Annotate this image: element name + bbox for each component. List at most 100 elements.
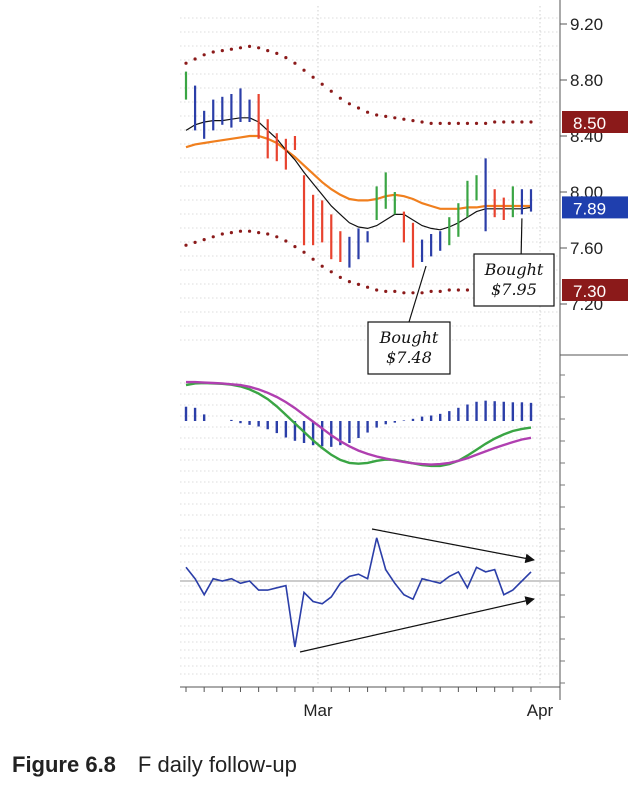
envelope-dot: [529, 120, 533, 124]
envelope-dot: [220, 232, 224, 236]
x-tick-label: Apr: [527, 701, 554, 720]
envelope-dot: [284, 239, 288, 243]
envelope-dot: [293, 245, 297, 249]
grid-lines: [180, 6, 560, 686]
envelope-dot: [493, 120, 497, 124]
envelope-dot: [347, 280, 352, 284]
envelope-dot: [393, 116, 397, 120]
envelope-dot: [229, 231, 233, 235]
slow-ema-line: [185, 134, 531, 210]
envelope-dot: [302, 250, 306, 254]
envelope-dot: [320, 82, 324, 86]
envelope-dot: [502, 120, 506, 124]
envelope-dot: [338, 96, 342, 100]
envelope-dot: [465, 121, 470, 125]
envelope-dot: [438, 121, 442, 125]
envelope-dot: [320, 264, 324, 268]
envelope-dot: [275, 235, 279, 239]
divergence-arrow-lower: [299, 596, 535, 653]
figure-caption: Figure 6.8 F daily follow-up: [12, 752, 297, 778]
x-axis: Mar Apr: [185, 687, 554, 720]
envelope-dot: [257, 46, 261, 50]
annotation-text: Bought: [379, 328, 439, 347]
envelope-dot: [193, 57, 197, 61]
y-tick-label: 7.60: [570, 239, 603, 258]
envelope-dot: [375, 113, 379, 117]
envelope-dot: [184, 61, 188, 65]
envelope-dot: [238, 46, 243, 50]
force-index-panel: [185, 528, 535, 653]
envelope-dot: [238, 229, 243, 233]
envelope-dot: [411, 119, 415, 123]
annotation-pointer: [408, 265, 427, 323]
envelope-dot: [293, 61, 297, 65]
envelope-dot: [447, 121, 451, 125]
envelope-dot: [520, 120, 524, 124]
envelope-dot: [329, 89, 333, 93]
envelope-dot: [429, 121, 433, 125]
price-tag: [562, 196, 628, 219]
envelope-dot: [365, 285, 370, 289]
envelope-dot: [220, 49, 224, 53]
envelope-dot: [511, 120, 515, 124]
force-index-line: [185, 537, 532, 648]
y-tick-label: 8.80: [570, 71, 603, 90]
envelope-dot: [420, 291, 424, 295]
envelope-dot: [247, 44, 252, 49]
annotation-text: $7.95: [491, 280, 537, 299]
envelope-dot: [402, 291, 406, 295]
envelope-dot: [247, 229, 252, 233]
envelope-dot: [438, 289, 442, 293]
envelope-dot: [347, 102, 352, 106]
fast-ema-line: [185, 117, 532, 231]
annotation-text: Bought: [484, 260, 544, 279]
envelope-dot: [384, 289, 388, 293]
price-tag: [562, 111, 628, 133]
chart-frame: [180, 0, 628, 700]
envelope-dot: [311, 257, 315, 261]
envelope-dot: [420, 120, 424, 124]
price-bars: [184, 71, 533, 268]
envelope-dot: [447, 288, 451, 292]
envelope-dot: [202, 238, 206, 242]
divergence-arrow-upper: [371, 528, 535, 564]
envelope-dot: [356, 282, 361, 286]
envelope-dot: [257, 231, 261, 235]
envelope-dot: [456, 288, 460, 292]
x-tick-label: Mar: [303, 701, 333, 720]
envelope-dot: [411, 291, 415, 295]
price-tag-label: 7.89: [573, 199, 606, 218]
envelope-dot: [202, 53, 206, 57]
price-tag: [562, 279, 628, 301]
envelope-dot: [302, 68, 306, 72]
envelope-dot: [266, 49, 270, 53]
envelope-dot: [284, 56, 288, 60]
envelope-dot: [193, 240, 197, 244]
envelope-dot: [402, 117, 406, 121]
envelope-dot: [429, 289, 433, 293]
macd-fast-line: [185, 381, 532, 468]
envelope-dot: [229, 47, 233, 51]
annotation-box: [367, 321, 451, 375]
envelope-dot: [311, 75, 315, 79]
envelope-dot: [356, 106, 361, 110]
price-tag-label: 7.30: [573, 282, 606, 301]
envelope-dot: [456, 121, 460, 125]
envelope-dot: [338, 275, 342, 279]
annotation-text: $7.48: [386, 348, 432, 367]
envelope-dot: [184, 243, 188, 247]
moving-averages: [185, 117, 532, 231]
envelope-dot: [329, 270, 333, 274]
envelope-dot: [465, 288, 470, 292]
envelope-dot: [375, 288, 379, 292]
envelope-dot: [474, 121, 479, 125]
envelope-dot: [365, 110, 370, 114]
envelope-dot: [275, 51, 279, 56]
figure-title: F daily follow-up: [137, 752, 297, 777]
envelope-dot: [393, 289, 397, 293]
envelope-dot: [211, 235, 215, 239]
macd-signal-line: [186, 380, 532, 466]
macd-panel: [184, 380, 533, 468]
